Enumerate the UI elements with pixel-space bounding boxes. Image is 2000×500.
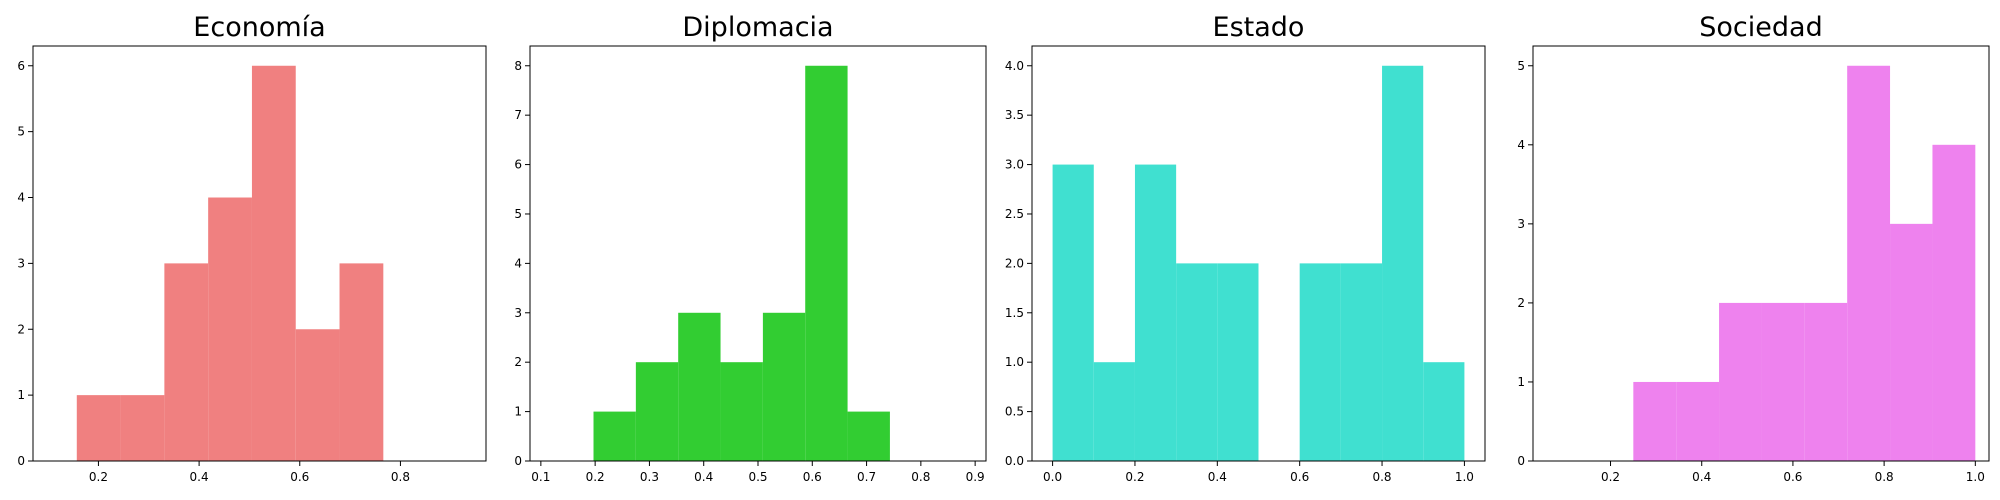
estado-y-tick-label: 4.0 bbox=[1005, 59, 1024, 73]
sociedad-y-tick-label: 3 bbox=[1517, 217, 1525, 231]
estado-x-tick-label: 1.0 bbox=[1455, 470, 1474, 484]
diplomacia-x-tick-label: 0.8 bbox=[911, 470, 930, 484]
diplomacia-x-tick-label: 0.7 bbox=[857, 470, 876, 484]
estado-x-tick-label: 0.2 bbox=[1125, 470, 1144, 484]
sociedad-bar bbox=[1890, 223, 1933, 461]
estado-y-tick-label: 3.5 bbox=[1005, 108, 1024, 122]
diplomacia-y-tick-label: 7 bbox=[514, 108, 522, 122]
diplomacia-bar bbox=[805, 65, 848, 461]
estado-bar bbox=[1340, 263, 1383, 461]
sociedad-bar bbox=[1932, 144, 1976, 462]
economia-bar bbox=[208, 197, 252, 461]
economia-x-tick-label: 0.2 bbox=[89, 470, 108, 484]
economia-x-tick-label: 0.6 bbox=[290, 470, 309, 484]
sociedad-bar bbox=[1847, 65, 1891, 461]
diplomacia-y-tick-label: 1 bbox=[514, 405, 522, 419]
estado-bar bbox=[1176, 263, 1218, 461]
sociedad-y-tick-label: 4 bbox=[1517, 138, 1525, 152]
sociedad-bar bbox=[1804, 302, 1848, 461]
diplomacia-x-tick-label: 0.4 bbox=[694, 470, 713, 484]
panel-economia: 0.2 0.4 0.6 0.8 0 1 2 3 4 5 6 Economía bbox=[17, 12, 487, 484]
estado-bar bbox=[1093, 362, 1135, 461]
diplomacia-y-tick-label: 6 bbox=[514, 158, 522, 172]
sociedad-bar bbox=[1676, 381, 1720, 461]
sociedad-axes-frame bbox=[1532, 45, 1990, 462]
sociedad-x-tick-label: 0.2 bbox=[1601, 470, 1620, 484]
sociedad-x-tick-label: 0.6 bbox=[1783, 470, 1802, 484]
estado-y-tick-label: 0.0 bbox=[1005, 454, 1024, 468]
diplomacia-y-tick-label: 4 bbox=[514, 256, 522, 270]
estado-title: Estado bbox=[1213, 12, 1305, 43]
economia-axes-frame bbox=[32, 45, 487, 462]
sociedad-y-tick-label: 2 bbox=[1517, 296, 1525, 310]
sociedad-y-tick-label: 5 bbox=[1517, 59, 1525, 73]
estado-bar bbox=[1217, 263, 1259, 461]
panel-sociedad: 0.2 0.4 0.6 0.8 1.0 0 1 2 3 4 5 Sociedad bbox=[1517, 12, 1990, 484]
economia-bar bbox=[76, 395, 121, 461]
economia-y-tick-label: 0 bbox=[17, 454, 25, 468]
estado-x-tick-label: 0.8 bbox=[1372, 470, 1391, 484]
diplomacia-bar bbox=[847, 411, 890, 461]
estado-bar bbox=[1134, 164, 1177, 462]
economia-bar bbox=[339, 263, 384, 461]
diplomacia-y-tick-label: 5 bbox=[514, 207, 522, 221]
economia-y-tick-label: 3 bbox=[17, 256, 25, 270]
sociedad-x-tick-label: 1.0 bbox=[1966, 470, 1985, 484]
diplomacia-x-tick-label: 0.6 bbox=[803, 470, 822, 484]
diplomacia-x-tick-label: 0.2 bbox=[586, 470, 605, 484]
diplomacia-bar bbox=[593, 411, 636, 461]
economia-y-tick-label: 1 bbox=[17, 388, 25, 402]
economia-x-tick-label: 0.4 bbox=[190, 470, 209, 484]
sociedad-x-tick-label: 0.8 bbox=[1875, 470, 1894, 484]
economia-y-tick-label: 5 bbox=[17, 125, 25, 139]
sociedad-y-tick-label: 0 bbox=[1517, 454, 1525, 468]
diplomacia-y-tick-label: 8 bbox=[514, 59, 522, 73]
estado-bar bbox=[1299, 263, 1341, 461]
diplomacia-x-tick-label: 0.5 bbox=[748, 470, 767, 484]
diplomacia-y-tick-label: 0 bbox=[514, 454, 522, 468]
economia-bar bbox=[251, 65, 296, 461]
economia-title: Economía bbox=[193, 12, 325, 43]
diplomacia-x-tick-label: 0.1 bbox=[531, 470, 550, 484]
economia-y-tick-label: 2 bbox=[17, 322, 25, 336]
estado-y-tick-label: 3.0 bbox=[1005, 158, 1024, 172]
sociedad-bar bbox=[1633, 381, 1677, 461]
estado-y-tick-label: 1.5 bbox=[1005, 306, 1024, 320]
diplomacia-bar bbox=[635, 362, 679, 461]
estado-y-tick-label: 2.5 bbox=[1005, 207, 1024, 221]
economia-x-tick-label: 0.8 bbox=[391, 470, 410, 484]
diplomacia-bar bbox=[720, 362, 763, 461]
economia-bar bbox=[164, 263, 209, 461]
estado-bar bbox=[1382, 65, 1424, 461]
economia-y-tick-label: 4 bbox=[17, 191, 25, 205]
diplomacia-title: Diplomacia bbox=[682, 12, 833, 43]
diplomacia-y-tick-label: 2 bbox=[514, 355, 522, 369]
sociedad-bar bbox=[1761, 302, 1805, 461]
estado-y-tick-label: 0.5 bbox=[1005, 405, 1024, 419]
diplomacia-y-tick-label: 3 bbox=[514, 306, 522, 320]
diplomacia-x-tick-label: 0.3 bbox=[640, 470, 659, 484]
sociedad-y-tick-label: 1 bbox=[1517, 375, 1525, 389]
estado-axes-frame bbox=[1031, 45, 1486, 462]
sociedad-bar bbox=[1719, 302, 1762, 461]
sociedad-title: Sociedad bbox=[1699, 12, 1822, 43]
diplomacia-bar bbox=[678, 312, 721, 461]
sociedad-x-tick-label: 0.4 bbox=[1692, 470, 1711, 484]
estado-y-tick-label: 1.0 bbox=[1005, 355, 1024, 369]
economia-y-tick-label: 6 bbox=[17, 59, 25, 73]
estado-x-tick-label: 0.4 bbox=[1208, 470, 1227, 484]
estado-y-tick-label: 2.0 bbox=[1005, 256, 1024, 270]
economia-bar bbox=[295, 329, 340, 461]
estado-x-tick-label: 0.6 bbox=[1290, 470, 1309, 484]
panel-diplomacia: 0.1 0.2 0.3 0.4 0.5 0.6 0.7 0.8 0.9 0 1 2 3 4 5 6 7 8 Dipl… bbox=[514, 12, 987, 484]
estado-bar bbox=[1052, 164, 1094, 462]
economia-bar bbox=[120, 395, 165, 461]
estado-bar bbox=[1423, 362, 1465, 461]
panel-estado: 0.0 0.2 0.4 0.6 0.8 1.0 0.0 0.5 1.0 1.5 2.0 2.5 3.0 3… bbox=[1005, 12, 1486, 484]
estado-x-tick-label: 0.0 bbox=[1043, 470, 1062, 484]
diplomacia-bar bbox=[762, 312, 806, 461]
diplomacia-x-tick-label: 0.9 bbox=[966, 470, 985, 484]
